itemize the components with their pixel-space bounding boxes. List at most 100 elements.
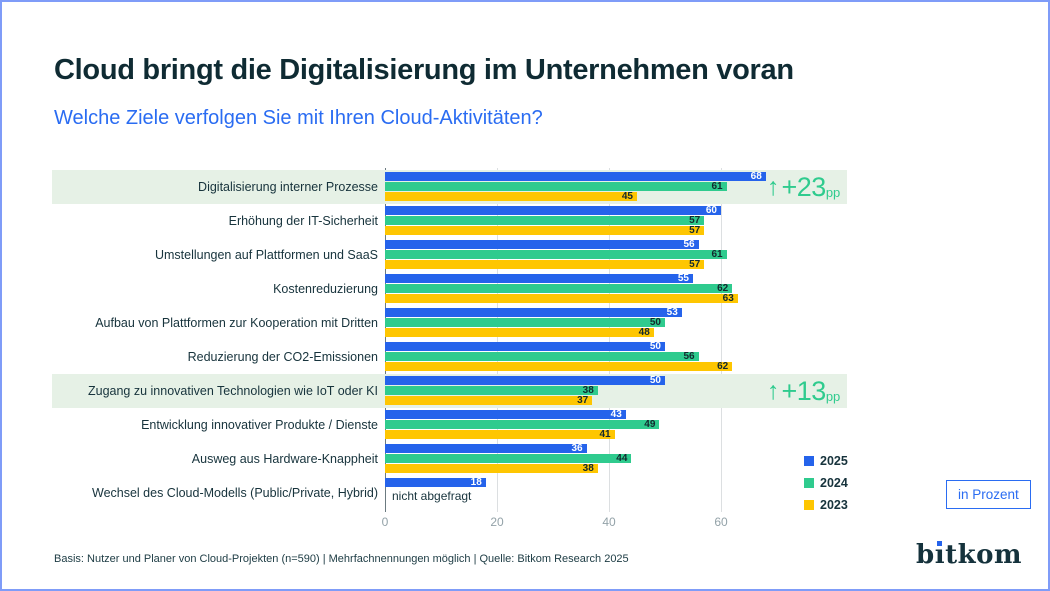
page-subtitle: Welche Ziele verfolgen Sie mit Ihren Clo… <box>54 107 543 129</box>
legend-item: 2023 <box>804 498 848 512</box>
bar-2024: 57 <box>385 215 705 226</box>
logo-i-dot-icon <box>936 541 942 546</box>
chart-row: Aufbau von Plattformen zur Kooperation m… <box>2 306 1050 340</box>
bar-2024: 62 <box>385 283 733 294</box>
bar-value-label: 63 <box>722 293 734 304</box>
delta-value: +13 <box>781 375 827 406</box>
chart-row: Umstellungen auf Plattformen und SaaS 56 6… <box>2 238 1050 272</box>
x-axis-ticks: 0 20 40 60 <box>2 515 1050 531</box>
chart-row: Digitalisierung interner Prozesse 68 61 45 ↑… <box>2 170 1050 204</box>
chart-row: Wechsel des Cloud-Modells (Public/Privat… <box>2 476 1050 510</box>
bar-group: 18 <box>385 477 486 488</box>
legend-item: 2024 <box>804 476 848 490</box>
bar-value-label: 61 <box>711 249 723 260</box>
bar-2025: 36 <box>385 443 587 454</box>
legend-swatch-icon <box>804 478 814 488</box>
bar-value-label: 38 <box>582 385 594 396</box>
bar-2023: 45 <box>385 191 637 202</box>
bar-value-label: 57 <box>689 225 701 236</box>
bar-value-label: 49 <box>644 419 656 430</box>
legend-swatch-icon <box>804 456 814 466</box>
delta-annotation: ↑ +23 pp <box>767 170 840 204</box>
bar-value-label: 55 <box>677 273 689 284</box>
bar-2023: 48 <box>385 327 654 338</box>
bar-value-label: 62 <box>717 361 729 372</box>
bar-2025: 18 <box>385 477 486 488</box>
page-title: Cloud bringt die Digitalisierung im Unte… <box>54 54 794 86</box>
category-label: Umstellungen auf Plattformen und SaaS <box>154 248 378 262</box>
bar-value-label: 43 <box>610 409 622 420</box>
bar-value-label: 61 <box>711 181 723 192</box>
bar-2025: 68 <box>385 171 766 182</box>
bar-group: 43 49 41 <box>385 409 660 440</box>
chart-grid <box>2 168 1050 512</box>
bar-2023: 37 <box>385 395 593 406</box>
bar-group: 55 62 63 <box>385 273 738 304</box>
legend-label: 2023 <box>820 498 848 512</box>
arrow-up-icon: ↑ <box>767 376 780 405</box>
logo-letters-rest: tkom <box>945 540 1022 570</box>
category-label: Ausweg aus Hardware-Knappheit <box>191 452 378 466</box>
bar-value-label: 57 <box>689 259 701 270</box>
chart-legend: 2025 2024 2023 <box>804 454 848 520</box>
source-note: Basis: Nutzer und Planer von Cloud-Proje… <box>54 553 629 565</box>
bitkom-logo: bı tkom <box>916 540 1022 570</box>
bar-group: 53 50 48 <box>385 307 682 338</box>
bar-2024: 61 <box>385 249 727 260</box>
category-label: Aufbau von Plattformen zur Kooperation m… <box>95 316 378 330</box>
bar-2025: 53 <box>385 307 682 318</box>
gridline <box>609 168 610 512</box>
bar-group: 56 61 57 <box>385 239 727 270</box>
legend-item: 2025 <box>804 454 848 468</box>
delta-value: +23 <box>781 171 827 202</box>
bar-value-label: 41 <box>599 429 611 440</box>
bar-2025: 56 <box>385 239 699 250</box>
legend-swatch-icon <box>804 500 814 510</box>
category-label: Wechsel des Cloud-Modells (Public/Privat… <box>92 486 378 500</box>
bar-value-label: 50 <box>649 341 661 352</box>
category-label: Digitalisierung interner Prozesse <box>198 180 378 194</box>
bar-value-label: 56 <box>683 351 695 362</box>
x-tick-label: 0 <box>381 515 389 529</box>
delta-unit: pp <box>825 185 841 200</box>
bar-2023: 62 <box>385 361 733 372</box>
category-label: Reduzierung der CO2-Emissionen <box>187 350 378 364</box>
bar-2023: 38 <box>385 463 598 474</box>
gridline <box>497 168 498 512</box>
arrow-up-icon: ↑ <box>767 172 780 201</box>
chart-row: Kostenreduzierung 55 62 63 <box>2 272 1050 306</box>
bar-2025: 50 <box>385 375 665 386</box>
bar-2024: 44 <box>385 453 632 464</box>
bar-value-label: 38 <box>582 463 594 474</box>
category-label: Kostenreduzierung <box>273 282 378 296</box>
bar-value-label: 37 <box>577 395 589 406</box>
legend-label: 2024 <box>820 476 848 490</box>
bar-2024: 61 <box>385 181 727 192</box>
logo-letter-b: b <box>916 540 935 570</box>
bar-value-label: 45 <box>621 191 633 202</box>
bar-2025: 55 <box>385 273 693 284</box>
bar-value-label: 56 <box>683 239 695 250</box>
bar-2023: 63 <box>385 293 738 304</box>
bar-value-label: 62 <box>717 283 729 294</box>
logo-letter-i: ı <box>934 540 946 570</box>
bar-2025: 43 <box>385 409 626 420</box>
bar-group: 36 44 38 <box>385 443 632 474</box>
bar-value-label: 50 <box>649 317 661 328</box>
bar-value-label: 50 <box>649 375 661 386</box>
category-label: Entwicklung innovativer Produkte / Diens… <box>141 418 378 432</box>
unit-badge: in Prozent <box>946 480 1031 509</box>
x-tick-label: 60 <box>714 515 728 529</box>
bar-group: 60 57 57 <box>385 205 721 236</box>
chart-row: Entwicklung innovativer Produkte / Diens… <box>2 408 1050 442</box>
bar-2024: 49 <box>385 419 660 430</box>
bar-2023: 57 <box>385 225 705 236</box>
bar-2023: 41 <box>385 429 615 440</box>
bar-value-label: 36 <box>571 443 583 454</box>
bar-value-label: 68 <box>750 171 762 182</box>
not-asked-note: nicht abgefragt <box>392 489 472 503</box>
legend-label: 2025 <box>820 454 848 468</box>
bar-value-label: 57 <box>689 215 701 226</box>
bar-2025: 60 <box>385 205 721 216</box>
